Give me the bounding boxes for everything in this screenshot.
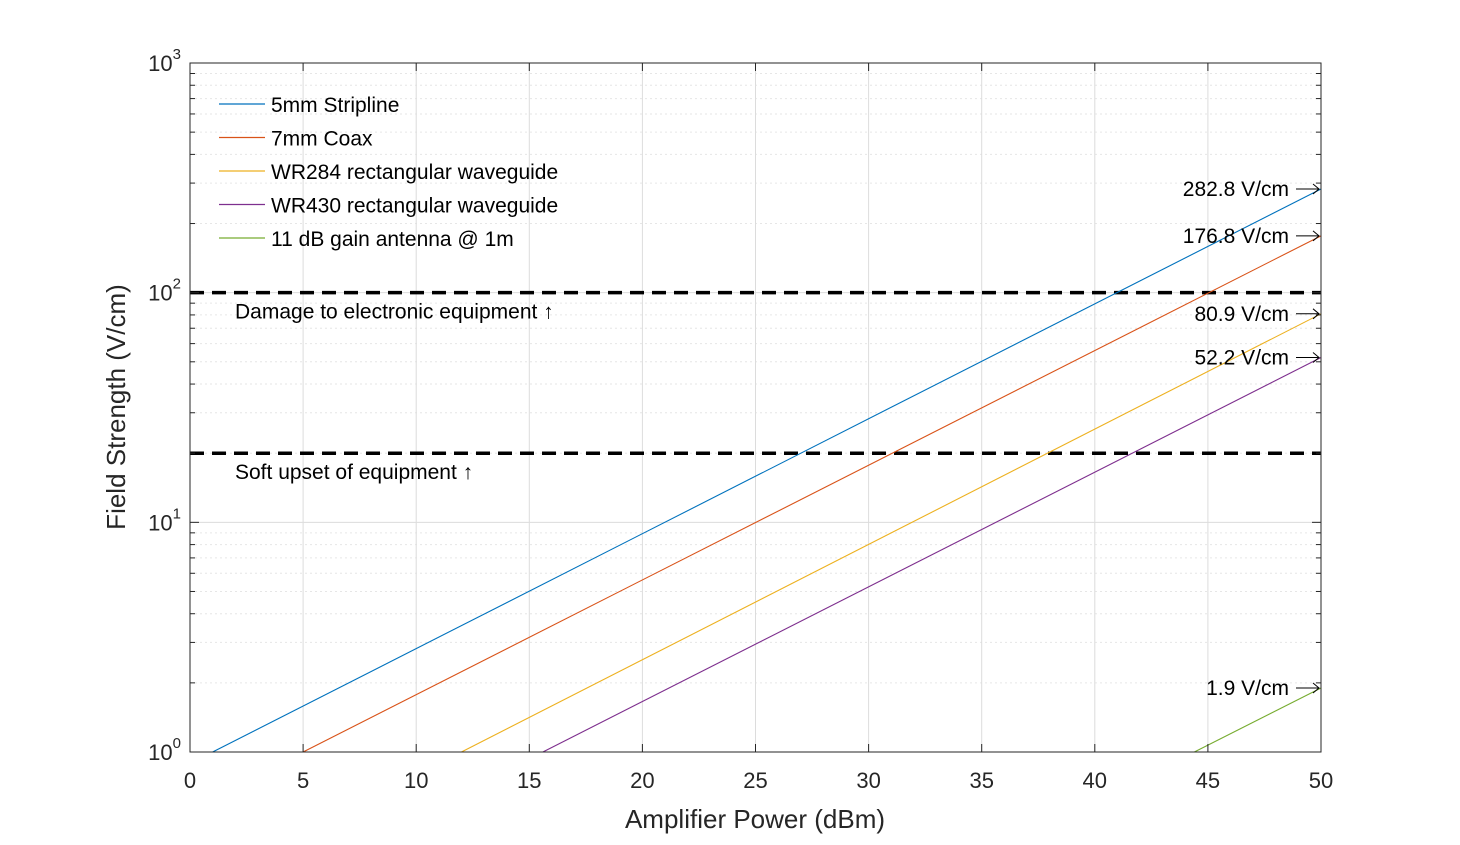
x-tick-label: 25 — [743, 768, 767, 793]
series-lines — [212, 188, 1322, 753]
y-tick-label: 101 — [148, 505, 181, 535]
end-value-label: 176.8 V/cm — [1183, 225, 1289, 248]
y-axis-ticks: 100 101 102 103 — [148, 46, 1321, 765]
threshold-label: Soft upset of equipment ↑ — [235, 461, 473, 484]
end-label-arrowhead — [1312, 682, 1320, 694]
y-tick-label: 103 — [148, 46, 181, 76]
x-tick-label: 45 — [1196, 768, 1220, 793]
x-tick-label: 15 — [517, 768, 541, 793]
end-value-label: 282.8 V/cm — [1183, 178, 1289, 201]
x-tick-label: 40 — [1083, 768, 1107, 793]
y-tick-label: 102 — [148, 276, 181, 306]
end-label-arrowhead — [1312, 352, 1320, 363]
end-value-label: 1.9 V/cm — [1206, 677, 1289, 700]
series-line — [212, 188, 1322, 753]
end-label-arrowhead — [1312, 308, 1320, 320]
end-label-arrowhead — [1312, 183, 1320, 195]
legend-entry: WR430 rectangular waveguide — [271, 195, 558, 218]
end-value-label: 52.2 V/cm — [1194, 347, 1289, 370]
legend-entry: 7mm Coax — [271, 128, 373, 151]
legend-entry: 5mm Stripline — [271, 94, 399, 117]
series-line — [302, 235, 1322, 753]
x-tick-label: 35 — [969, 768, 993, 793]
legend-entry: WR284 rectangular waveguide — [271, 161, 558, 184]
x-tick-label: 20 — [630, 768, 654, 793]
series-line — [1194, 687, 1322, 753]
end-value-labels: 282.8 V/cm 176.8 V/cm 80.9 V/cm 52.2 V/cm 1.… — [1183, 178, 1320, 700]
x-tick-label: 10 — [404, 768, 428, 793]
end-label-arrowhead — [1312, 230, 1320, 242]
threshold-label: Damage to electronic equipment ↑ — [235, 301, 554, 324]
threshold-lines: Damage to electronic equipment ↑ Soft ups… — [190, 290, 1321, 484]
x-axis-ticks: 0 5 10 15 20 25 30 35 40 45 50 — [184, 63, 1333, 793]
legend-entry: 11 dB gain antenna @ 1m — [271, 228, 514, 251]
x-tick-label: 5 — [297, 768, 309, 793]
y-tick-label: 100 — [148, 735, 181, 765]
y-axis-label: Field Strength (V/cm) — [101, 284, 131, 530]
x-tick-label: 0 — [184, 768, 196, 793]
x-tick-label: 30 — [856, 768, 880, 793]
series-line — [542, 357, 1322, 753]
legend: 5mm Stripline 7mm Coax WR284 rectangular w… — [219, 94, 558, 251]
series-line — [461, 313, 1322, 753]
x-tick-label: 50 — [1309, 768, 1333, 793]
x-axis-label: Amplifier Power (dBm) — [625, 804, 885, 834]
end-value-label: 80.9 V/cm — [1194, 303, 1289, 326]
